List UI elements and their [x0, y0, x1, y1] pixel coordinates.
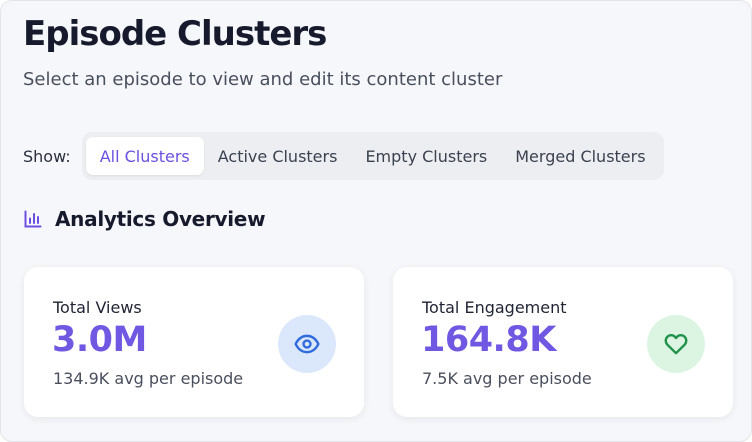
- filter-active-clusters[interactable]: Active Clusters: [217, 146, 338, 166]
- page-subtitle: Select an episode to view and edit its c…: [23, 69, 503, 90]
- page-title: Episode Clusters: [23, 14, 327, 54]
- total-views-card: Total Views 3.0M 134.9K avg per episode: [24, 267, 364, 417]
- filter-all-clusters[interactable]: All Clusters: [85, 137, 204, 175]
- bar-chart-icon: [23, 209, 43, 229]
- card-subtext: 134.9K avg per episode: [53, 369, 244, 388]
- filter-empty-clusters[interactable]: Empty Clusters: [365, 146, 488, 166]
- card-value: 164.8K: [421, 320, 556, 360]
- eye-icon: [278, 315, 336, 373]
- filter-merged-clusters[interactable]: Merged Clusters: [515, 146, 646, 166]
- cluster-filter: Show: All Clusters Active Clusters Empty…: [23, 132, 664, 180]
- filter-label: Show:: [23, 146, 71, 166]
- filter-segmented-control: All Clusters Active Clusters Empty Clust…: [81, 132, 664, 180]
- card-subtext: 7.5K avg per episode: [422, 369, 592, 388]
- analytics-header: Analytics Overview: [23, 204, 266, 234]
- card-value: 3.0M: [52, 320, 147, 360]
- total-engagement-card: Total Engagement 164.8K 7.5K avg per epi…: [393, 267, 733, 417]
- card-label: Total Views: [53, 298, 142, 317]
- card-label: Total Engagement: [422, 298, 567, 317]
- heart-icon: [647, 315, 705, 373]
- analytics-title: Analytics Overview: [55, 207, 266, 231]
